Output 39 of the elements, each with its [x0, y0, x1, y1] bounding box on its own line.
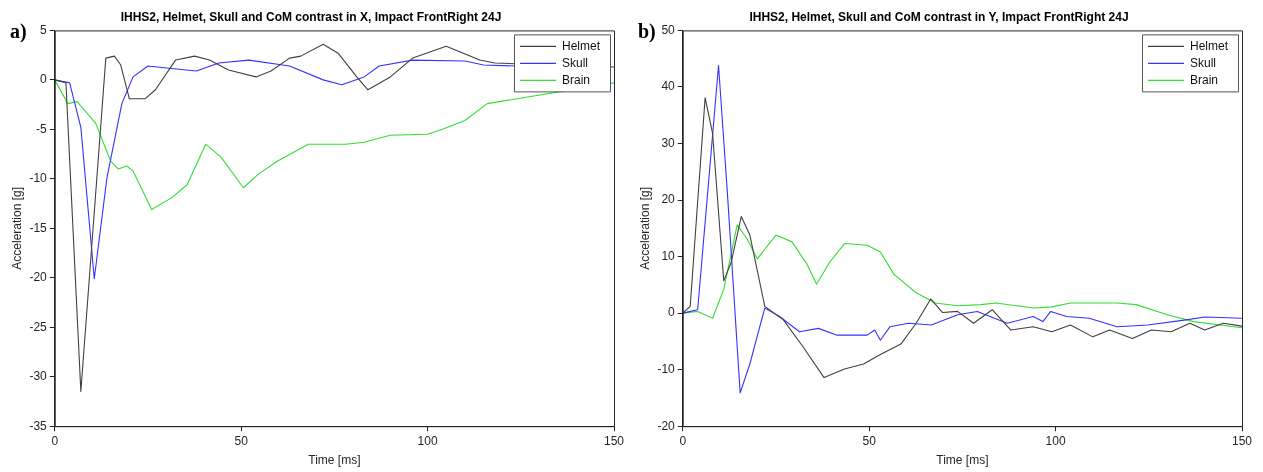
- x-axis-title: Time [ms]: [308, 453, 361, 468]
- legend-label: Helmet: [1189, 38, 1229, 53]
- y-tick-label: -25: [29, 319, 48, 334]
- x-tick-label: 0: [51, 433, 59, 448]
- y-tick-label: -10: [657, 361, 676, 376]
- y-tick-label: 20: [661, 192, 676, 207]
- x-tick-label: 150: [603, 433, 625, 448]
- x-axis-title: Time [ms]: [936, 453, 989, 468]
- x-tick-label: 50: [234, 433, 249, 448]
- y-tick-label: -10: [29, 171, 48, 186]
- legend-label: Brain: [561, 72, 591, 87]
- y-axis-title: Acceleration [g]: [9, 186, 24, 270]
- y-tick-label: -5: [36, 121, 48, 136]
- y-tick-label: -35: [29, 418, 48, 433]
- x-tick-label: 0: [679, 433, 687, 448]
- legend-label: Skull: [561, 55, 589, 70]
- legend-label: Brain: [1189, 72, 1219, 87]
- x-tick-label: 150: [1231, 433, 1253, 448]
- chart-title: IHHS2, Helmet, Skull and CoM contrast in Y, Impact FrontRight 24J: [749, 9, 1129, 24]
- y-tick-label: 0: [40, 72, 48, 87]
- y-tick-label: -20: [29, 270, 48, 285]
- y-axis-title: Acceleration [g]: [637, 186, 652, 270]
- y-tick-label: 50: [661, 22, 676, 37]
- y-tick-label: 5: [40, 22, 48, 37]
- legend-label: Skull: [1189, 55, 1217, 70]
- y-tick-label: -20: [657, 418, 676, 433]
- chart-title: IHHS2, Helmet, Skull and CoM contrast in X, Impact FrontRight 24J: [120, 9, 502, 24]
- y-tick-label: 30: [661, 135, 676, 150]
- y-tick-label: 10: [661, 248, 676, 263]
- x-tick-label: 50: [862, 433, 877, 448]
- text: b): [638, 20, 656, 43]
- legend-label: Helmet: [561, 38, 601, 53]
- x-tick-label: 100: [417, 433, 438, 448]
- text: a): [10, 20, 27, 43]
- y-tick-label: -30: [29, 369, 48, 384]
- y-tick-label: 0: [668, 305, 676, 320]
- x-tick-label: 100: [1045, 433, 1066, 448]
- y-tick-label: 40: [661, 79, 676, 94]
- y-tick-label: -15: [29, 220, 48, 235]
